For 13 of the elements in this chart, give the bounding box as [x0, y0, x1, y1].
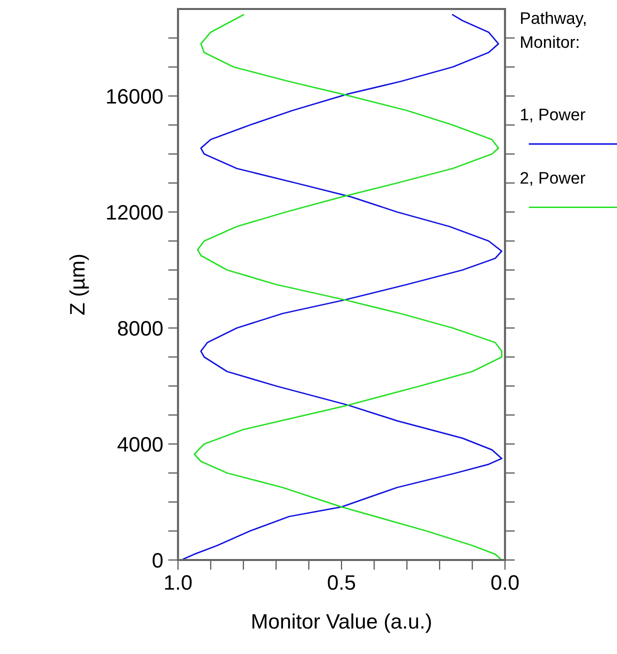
text: 1, Power — [520, 108, 586, 122]
y-tick-label: 0 — [152, 553, 163, 568]
x-tick-label: 0.0 — [491, 575, 519, 590]
legend-title: Pathway, Monitor: — [521, 12, 586, 48]
y-tick-label: 8000 — [118, 321, 163, 336]
series-label: 2, Power — [520, 172, 586, 186]
y-tick-label: 16000 — [107, 89, 163, 104]
y-axis-title: Z (µm) — [69, 254, 89, 315]
y-tick-label: 12000 — [107, 205, 163, 220]
y-tick-label: 4000 — [118, 437, 163, 452]
x-tick-label: 1.0 — [165, 575, 192, 590]
x-tick-label: 0.5 — [328, 575, 356, 590]
x-axis-title: Monitor Value (a.u.) — [252, 613, 431, 633]
